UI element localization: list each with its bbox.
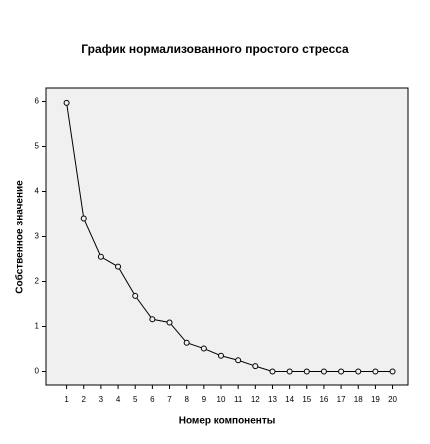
x-tick-label: 11	[234, 395, 243, 404]
x-tick-label: 1	[64, 395, 69, 404]
point	[389, 368, 396, 375]
point	[235, 357, 242, 364]
point	[252, 363, 259, 370]
point	[320, 368, 327, 375]
x-tick-label: 5	[133, 395, 138, 404]
point	[115, 263, 122, 270]
y-tick-label: 3	[35, 232, 40, 241]
x-tick-label: 3	[99, 395, 104, 404]
x-tick-label: 4	[116, 395, 121, 404]
x-tick-label: 8	[184, 395, 189, 404]
plot-area	[45, 87, 409, 386]
point	[200, 345, 207, 352]
x-tick-label: 17	[337, 395, 346, 404]
x-tick-label: 19	[371, 395, 380, 404]
point	[80, 215, 87, 222]
point	[132, 292, 139, 299]
point	[269, 368, 276, 375]
x-tick-label: 12	[251, 395, 260, 404]
chart-title: График нормализованного простого стресса	[81, 42, 349, 56]
point	[183, 339, 190, 346]
point	[286, 368, 293, 375]
y-tick-label: 1	[35, 322, 40, 331]
x-tick-label: 7	[167, 395, 172, 404]
x-tick-label: 14	[285, 395, 294, 404]
y-tick-label: 5	[35, 142, 40, 151]
y-tick-label: 6	[35, 97, 40, 106]
y-tick-label: 0	[35, 367, 40, 376]
point	[166, 319, 173, 326]
x-tick-label: 15	[302, 395, 311, 404]
x-tick-label: 13	[268, 395, 277, 404]
point	[303, 368, 310, 375]
x-tick-label: 20	[388, 395, 397, 404]
y-tick-label: 2	[35, 277, 40, 286]
point	[355, 368, 362, 375]
point	[97, 253, 104, 260]
x-tick-label: 10	[217, 395, 226, 404]
x-tick-label: 2	[82, 395, 87, 404]
point	[63, 99, 70, 106]
x-axis-label: Номер компоненты	[179, 416, 276, 427]
point	[149, 316, 156, 323]
x-tick-label: 6	[150, 395, 155, 404]
point	[338, 368, 345, 375]
y-axis-label: Собственное значение	[14, 180, 26, 294]
x-tick-label: 18	[354, 395, 363, 404]
x-tick-label: 16	[319, 395, 328, 404]
point	[217, 352, 224, 359]
y-tick-label: 4	[35, 187, 40, 196]
point	[372, 368, 379, 375]
x-tick-label: 9	[202, 395, 207, 404]
